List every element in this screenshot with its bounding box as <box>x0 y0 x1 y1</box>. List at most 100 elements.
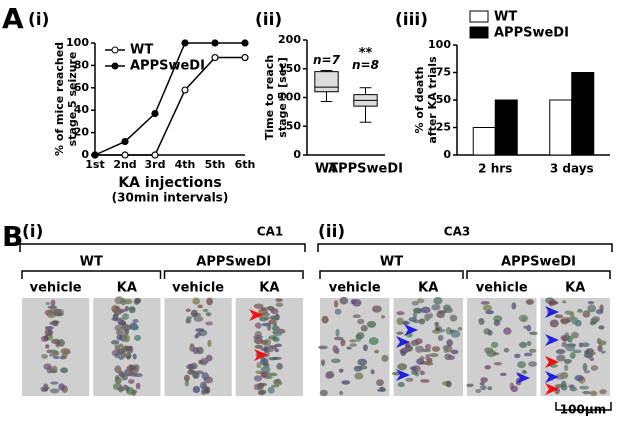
bracket <box>319 270 464 279</box>
y-axis-label: stage 5 seizure <box>66 52 79 147</box>
cell <box>355 336 362 342</box>
cell <box>560 318 571 324</box>
cell <box>416 358 425 365</box>
cell <box>352 314 361 319</box>
cell <box>519 341 528 348</box>
cell <box>549 301 559 305</box>
cell <box>340 339 346 347</box>
cell <box>121 374 128 381</box>
cell <box>260 357 267 366</box>
arrowhead <box>545 371 559 383</box>
cell <box>511 302 517 310</box>
micrograph <box>164 298 232 396</box>
cell <box>120 298 127 306</box>
cell <box>401 346 412 353</box>
cell <box>333 300 339 308</box>
cell <box>207 339 212 348</box>
section-label: (ii) <box>318 222 345 242</box>
point <box>241 53 249 62</box>
cell <box>132 389 138 394</box>
cell <box>405 377 414 382</box>
cell <box>354 372 364 380</box>
cell <box>410 339 420 347</box>
cell <box>118 343 124 348</box>
cell <box>436 310 445 319</box>
cell <box>599 389 607 395</box>
group-label: APPSweDI <box>501 255 576 270</box>
cell <box>334 336 344 341</box>
y-tick-label: 50 <box>436 93 452 106</box>
cell <box>45 344 50 349</box>
y-tick-label: 200 <box>278 33 301 46</box>
cell <box>503 347 510 353</box>
cell <box>54 350 60 356</box>
arrowhead <box>545 383 559 395</box>
y-axis-label: % of death <box>413 67 426 134</box>
cell <box>357 318 365 325</box>
cell <box>262 342 268 346</box>
cell <box>117 317 124 325</box>
bar <box>494 99 518 156</box>
cell <box>349 343 357 347</box>
cell <box>193 315 204 322</box>
cell <box>114 352 121 359</box>
cell <box>49 353 56 357</box>
cell <box>126 387 135 395</box>
cell <box>446 339 453 347</box>
cell <box>184 380 190 387</box>
x-tick-label: 3 days <box>550 162 594 176</box>
cell <box>518 314 529 322</box>
arrowhead <box>516 372 530 384</box>
cell <box>349 339 357 343</box>
cell <box>450 329 461 338</box>
cell <box>205 312 212 317</box>
cell <box>46 349 53 354</box>
cell <box>192 297 200 305</box>
y-tick-label: 60 <box>74 81 90 94</box>
cell <box>376 379 385 387</box>
cell <box>112 383 123 391</box>
bar <box>571 72 595 156</box>
cell <box>50 299 56 307</box>
cell <box>205 321 214 326</box>
cell <box>445 327 452 335</box>
cell <box>555 373 566 380</box>
cell <box>526 324 532 332</box>
micrograph <box>467 298 537 396</box>
cell <box>510 385 519 393</box>
cell <box>268 356 278 361</box>
cell <box>525 299 534 305</box>
cell <box>275 378 281 383</box>
cell <box>274 348 280 353</box>
cell <box>480 384 487 391</box>
cell <box>122 313 129 320</box>
cell <box>587 304 596 313</box>
cell <box>583 370 591 374</box>
cell <box>338 368 344 373</box>
cell <box>321 315 329 324</box>
cell <box>415 345 424 353</box>
cell <box>492 352 500 356</box>
legend-label: WT <box>494 10 517 25</box>
image-label: KA <box>259 281 279 296</box>
bracket <box>19 243 306 252</box>
section-label: (i) <box>22 222 43 242</box>
cell <box>49 321 55 325</box>
cell <box>523 325 528 329</box>
cell <box>118 356 124 360</box>
cell <box>549 319 559 328</box>
cell <box>582 390 591 395</box>
image-label: KA <box>117 281 137 296</box>
x-axis-label: (30min intervals) <box>112 191 229 205</box>
cell <box>587 300 595 305</box>
cell <box>205 354 213 362</box>
cell <box>425 361 434 366</box>
cell <box>189 343 195 348</box>
cell <box>425 354 430 362</box>
cell <box>595 309 604 315</box>
point <box>211 39 219 47</box>
point <box>181 39 189 47</box>
cell <box>47 305 57 309</box>
y-tick-label: 0 <box>81 148 89 161</box>
cell <box>493 362 502 366</box>
